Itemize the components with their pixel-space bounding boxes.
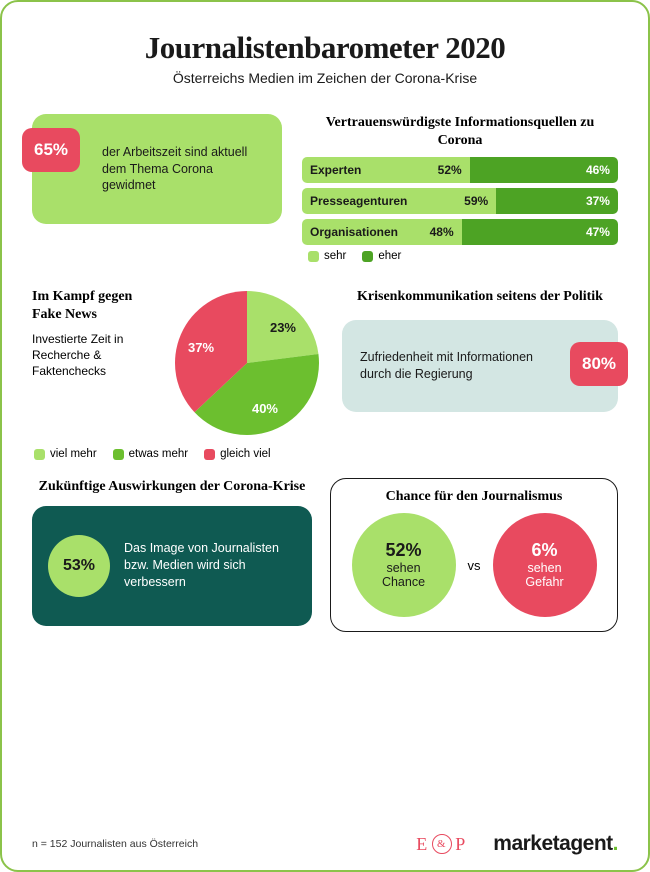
ep-logo: E & P [416,834,467,855]
swatch-gleichviel [204,449,215,460]
legend-gleichviel-label: gleich viel [220,448,271,460]
infographic-frame: Journalistenbarometer 2020 Österreichs M… [0,0,650,872]
bar-seg-sehr: Presseagenturen59% [302,188,496,214]
chance-circles: 52% sehen Chance vs 6% sehen Gefahr [345,513,603,617]
bar-seg-eher: 37% [496,188,618,214]
pie-label-40: 40% [252,401,278,416]
chance-left-l1: sehen [386,561,420,575]
legend-sehr-label: sehr [324,250,346,262]
bar-row: Experten52%46% [302,157,618,183]
vs-label: vs [468,558,481,573]
bar-seg-sehr: Organisationen48% [302,219,462,245]
future-block: Zukünftige Auswirkungen der Corona-Krise… [32,478,312,632]
row-2: Im Kampf gegen Fake News Investierte Zei… [32,288,618,438]
crisis-badge: 80% [570,342,628,386]
logos: E & P marketagent. [416,832,618,856]
legend-vielmehr: viel mehr [34,448,97,460]
bar-row: Organisationen48%47% [302,219,618,245]
worktime-text: der Arbeitszeit sind aktuell dem Thema C… [102,144,268,195]
fakenews-block: Im Kampf gegen Fake News Investierte Zei… [32,288,322,438]
future-circle: 53% [48,535,110,597]
future-title: Zukünftige Auswirkungen der Corona-Krise [32,478,312,496]
ma-dot: . [613,832,618,855]
chance-right-l2: Gefahr [525,575,563,589]
worktime-card: 65% der Arbeitszeit sind aktuell dem The… [32,114,282,224]
footnote: n = 152 Journalisten aus Österreich [32,838,198,850]
swatch-eher [362,251,373,262]
crisis-text: Zufriedenheit mit Informationen durch di… [360,349,558,383]
fakenews-title: Im Kampf gegen Fake News [32,288,152,323]
legend-etwasmehr-label: etwas mehr [129,448,188,460]
future-text: Das Image von Journalisten bzw. Medien w… [124,540,296,591]
pie-chart: 23% 40% 37% [172,288,322,438]
footer: n = 152 Journalisten aus Österreich E & … [32,832,618,856]
ma-text: marketagent [493,832,612,855]
legend-etwasmehr: etwas mehr [113,448,188,460]
crisis-block: Krisenkommunikation seitens der Politik … [342,288,618,412]
chance-block: Chance für den Journalismus 52% sehen Ch… [330,478,618,632]
fakenews-subtitle: Investierte Zeit in Recherche & Faktench… [32,331,152,380]
chance-circle-right: 6% sehen Gefahr [493,513,597,617]
pie-label-37: 37% [188,340,214,355]
chance-left-l2: Chance [382,575,425,589]
pie-label-23: 23% [270,320,296,335]
worktime-badge: 65% [22,128,80,172]
swatch-vielmehr [34,449,45,460]
marketagent-logo: marketagent. [493,832,618,856]
row-3: Zukünftige Auswirkungen der Corona-Krise… [32,478,618,632]
bar-seg-eher: 46% [470,157,618,183]
ep-p: P [455,834,467,855]
future-card: 53% Das Image von Journalisten bzw. Medi… [32,506,312,626]
legend-vielmehr-label: viel mehr [50,448,97,460]
fakenews-legend: viel mehr etwas mehr gleich viel [34,448,618,460]
chance-right-l1: sehen [527,561,561,575]
ep-e: E [416,834,429,855]
main-title: Journalistenbarometer 2020 [32,30,618,66]
legend-eher-label: eher [378,250,401,262]
subtitle: Österreichs Medien im Zeichen der Corona… [32,70,618,86]
pie-svg [172,288,322,438]
swatch-etwasmehr [113,449,124,460]
legend-eher: eher [362,250,401,262]
ep-amp: & [432,834,452,854]
crisis-title: Krisenkommunikation seitens der Politik [342,288,618,306]
sources-bars: Experten52%46% Presseagenturen59%37% Organ… [302,157,618,245]
bar-row: Presseagenturen59%37% [302,188,618,214]
legend-sehr: sehr [308,250,346,262]
swatch-sehr [308,251,319,262]
chance-left-pct: 52% [385,540,421,561]
bar-seg-sehr: Experten52% [302,157,470,183]
bar-seg-eher: 47% [462,219,618,245]
chance-right-pct: 6% [531,540,557,561]
sources-block: Vertrauenswürdigste Informationsquellen … [302,114,618,262]
chance-title: Chance für den Journalismus [345,489,603,505]
sources-legend: sehr eher [308,250,618,262]
crisis-card: Zufriedenheit mit Informationen durch di… [342,320,618,412]
sources-title: Vertrauenswürdigste Informationsquellen … [302,114,618,149]
legend-gleichviel: gleich viel [204,448,271,460]
chance-circle-left: 52% sehen Chance [352,513,456,617]
row-1: 65% der Arbeitszeit sind aktuell dem The… [32,114,618,262]
